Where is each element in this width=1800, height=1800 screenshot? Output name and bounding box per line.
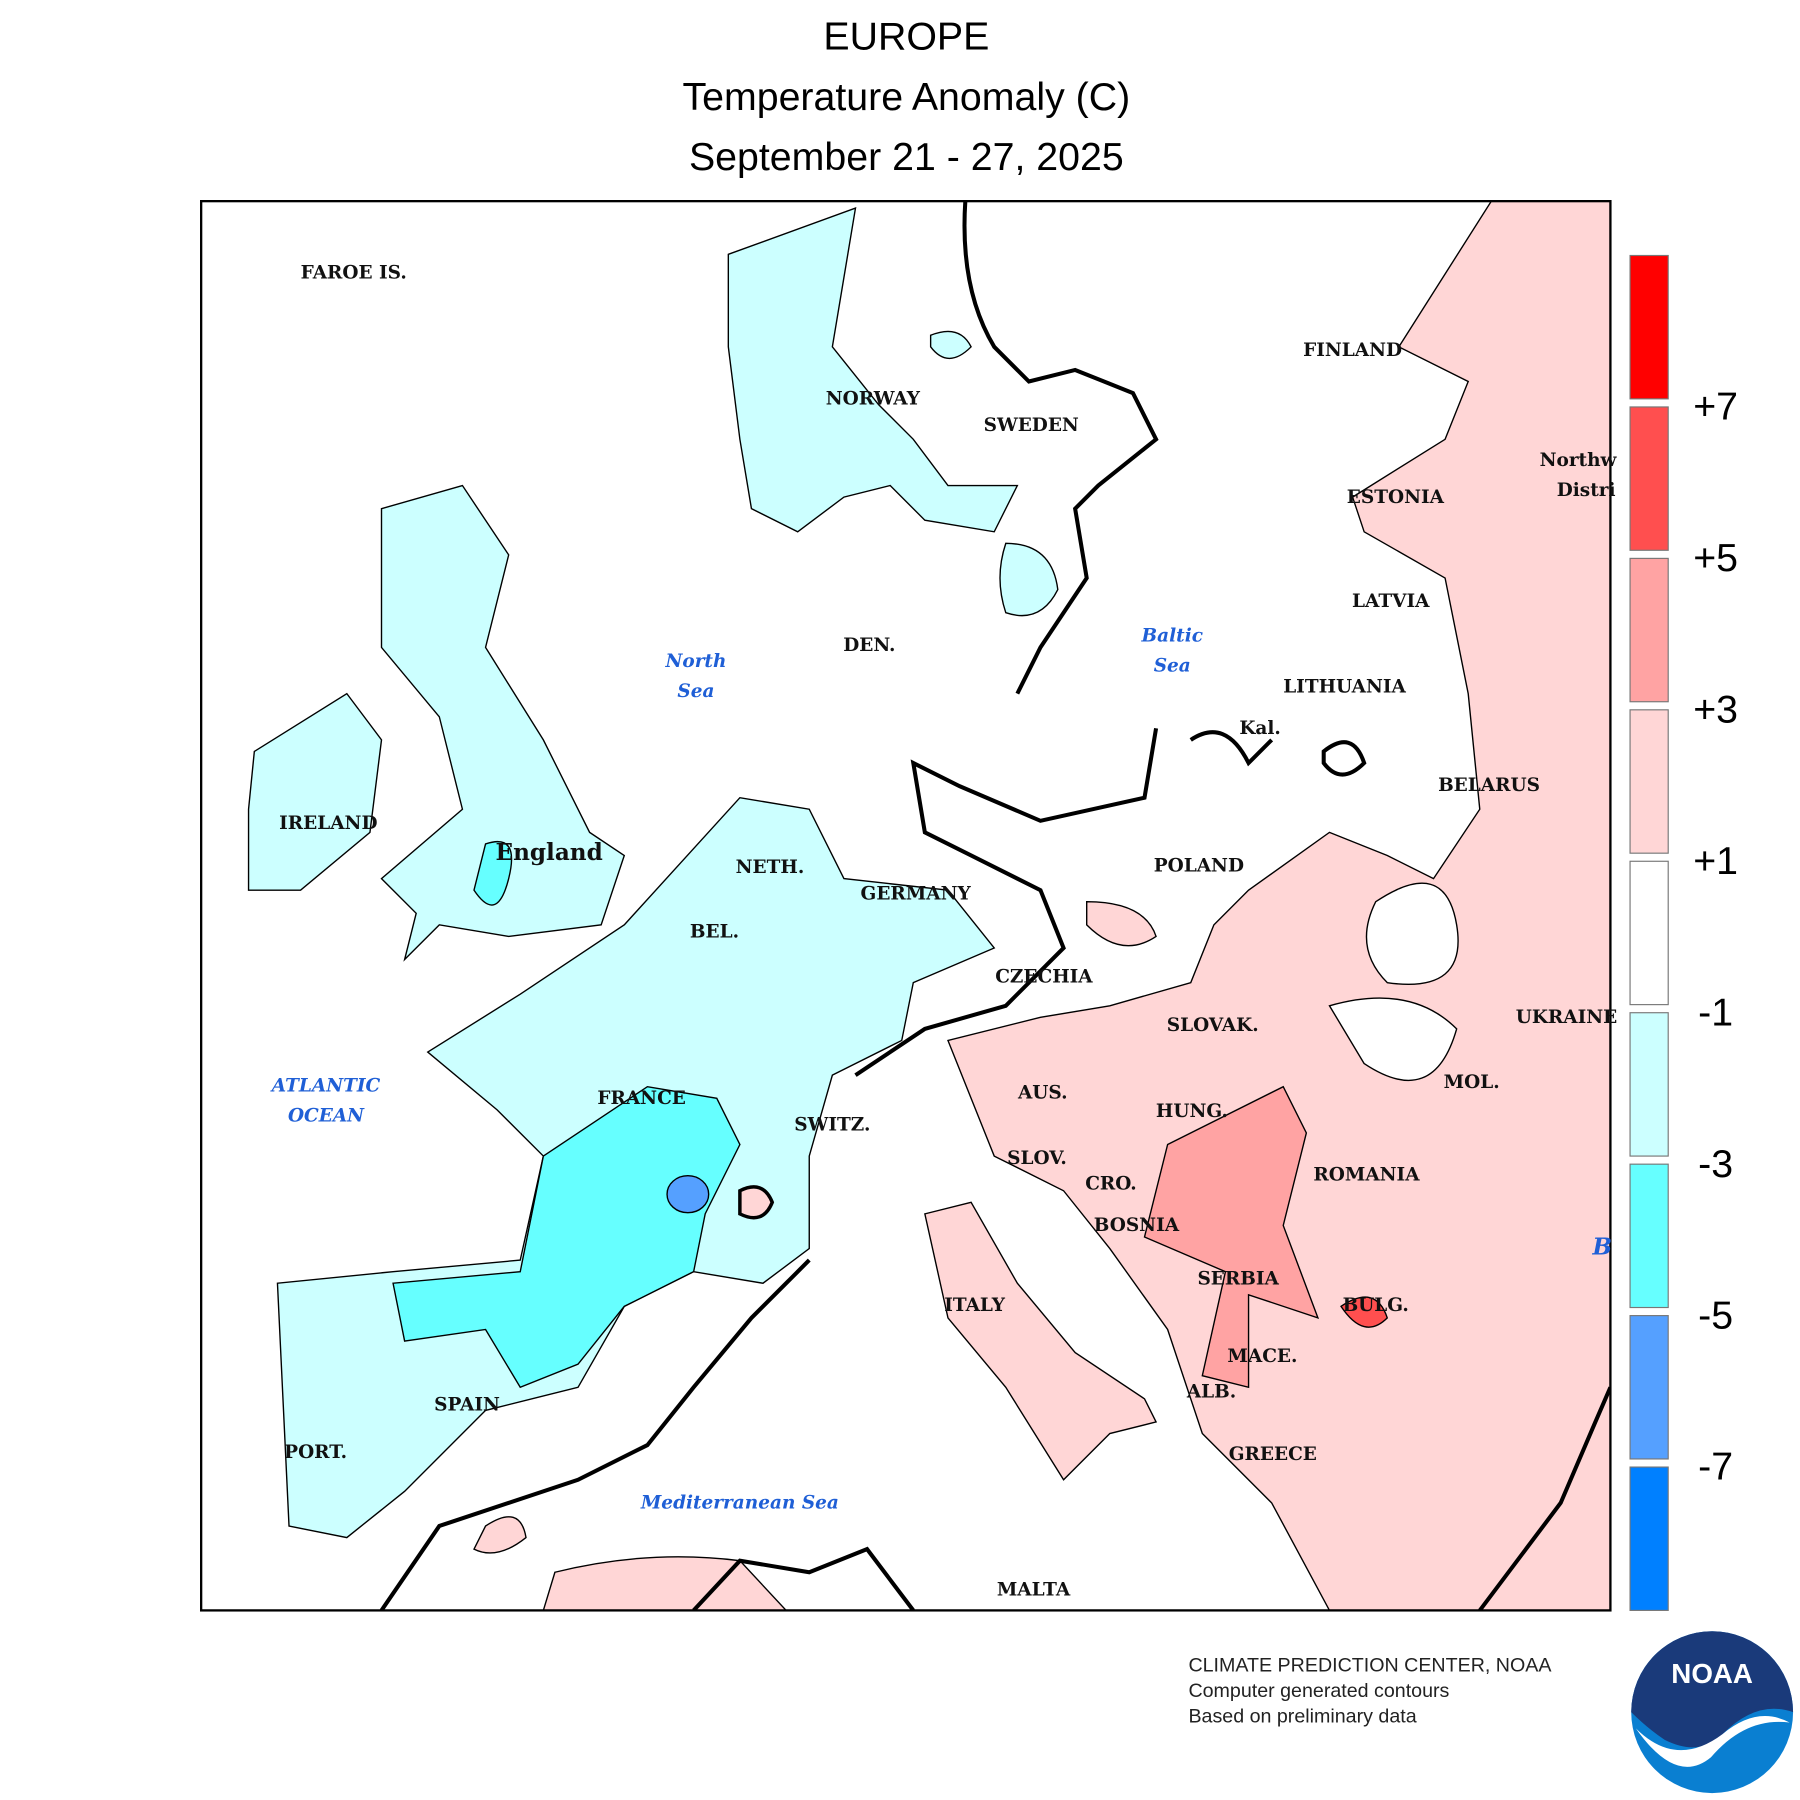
map-label: SLOVAK. — [1167, 1015, 1259, 1036]
noaa-logo: NOAA — [1631, 1631, 1794, 1794]
map-label: ESTONIA — [1347, 487, 1445, 508]
map-label: England — [495, 839, 602, 866]
legend-label: -5 — [1698, 1293, 1733, 1337]
legend-swatch — [1629, 860, 1669, 1006]
sea-label: B — [1592, 1233, 1613, 1260]
map-label: NORWAY — [826, 389, 921, 410]
legend-label: +7 — [1693, 385, 1738, 429]
map-label: SPAIN — [434, 1394, 500, 1415]
legend-label: -7 — [1698, 1445, 1733, 1489]
map-label: CZECHIA — [995, 967, 1093, 988]
map: FAROE IS. NORWAY SWEDEN FINLAND ESTONIA … — [200, 200, 1618, 1612]
map-label: FRANCE — [597, 1088, 686, 1109]
legend-swatch — [1629, 1163, 1669, 1309]
logo-text: NOAA — [1671, 1658, 1753, 1689]
map-label: NETH. — [736, 857, 805, 878]
sea-label: Mediterranean Sea — [640, 1493, 839, 1514]
legend-swatch — [1629, 254, 1669, 400]
sea-label: OCEAN — [288, 1105, 365, 1126]
map-label: UKRAINE — [1516, 1007, 1618, 1028]
map-label: Northw — [1540, 450, 1618, 471]
legend-swatch — [1629, 1315, 1669, 1460]
map-label: BULG. — [1343, 1295, 1409, 1316]
sea-label: North — [664, 651, 726, 672]
map-label: AUS. — [1017, 1082, 1068, 1103]
map-label: MALTA — [997, 1579, 1071, 1600]
legend-label: -1 — [1698, 990, 1733, 1034]
map-label: SLOV. — [1007, 1148, 1067, 1169]
map-label: LATVIA — [1352, 591, 1430, 612]
legend-swatch — [1629, 406, 1669, 551]
legend-label: +3 — [1693, 688, 1738, 732]
map-label: Distri — [1557, 480, 1616, 501]
credit: Based on preliminary data — [1188, 1706, 1416, 1728]
map-label: BOSNIA — [1094, 1215, 1180, 1236]
sea-label: ATLANTIC — [270, 1075, 381, 1096]
map-label: Kal. — [1239, 718, 1281, 739]
map-label: PORT. — [284, 1442, 347, 1463]
map-label: GERMANY — [861, 883, 972, 904]
map-label: POLAND — [1154, 856, 1244, 877]
map-label: DEN. — [843, 635, 895, 656]
map-label: ROMANIA — [1313, 1164, 1420, 1185]
map-label: MACE. — [1227, 1346, 1297, 1367]
map-label: IRELAND — [279, 813, 377, 834]
map-label: SERBIA — [1197, 1268, 1279, 1289]
title: EUROPE — [823, 15, 989, 59]
map-label: SWEDEN — [984, 415, 1079, 436]
legend-label: +5 — [1693, 536, 1738, 580]
sea-label: Sea — [677, 681, 714, 702]
map-label: ITALY — [944, 1295, 1006, 1316]
legend-swatch — [1629, 709, 1669, 854]
legend-label: +1 — [1693, 839, 1738, 883]
map-label: FINLAND — [1303, 340, 1402, 361]
legend-swatch — [1629, 1012, 1669, 1157]
legend-swatch — [1629, 1466, 1669, 1611]
map-label: LITHUANIA — [1283, 676, 1406, 697]
date: September 21 - 27, 2025 — [689, 135, 1124, 179]
map-label: CRO. — [1085, 1174, 1137, 1195]
legend-label: -3 — [1698, 1142, 1733, 1186]
map-label: FAROE IS. — [301, 263, 407, 284]
map-label: BELARUS — [1438, 775, 1540, 796]
sea-label: Sea — [1154, 656, 1191, 677]
sea-label: Baltic — [1141, 626, 1203, 647]
subtitle: Temperature Anomaly (C) — [682, 75, 1130, 119]
map-label: BEL. — [690, 922, 739, 943]
map-label: MOL. — [1444, 1072, 1500, 1093]
legend-swatch — [1629, 557, 1669, 703]
credit: CLIMATE PREDICTION CENTER, NOAA — [1188, 1655, 1552, 1677]
map-label: SWITZ. — [794, 1115, 870, 1136]
legend: +7 +5 +3 +1 -1 -3 -5 -7 — [1629, 254, 1738, 1611]
credit: Computer generated contours — [1188, 1680, 1449, 1702]
map-label: ALB. — [1186, 1382, 1236, 1403]
map-label: HUNG. — [1156, 1101, 1228, 1122]
map-label: GREECE — [1229, 1444, 1317, 1465]
